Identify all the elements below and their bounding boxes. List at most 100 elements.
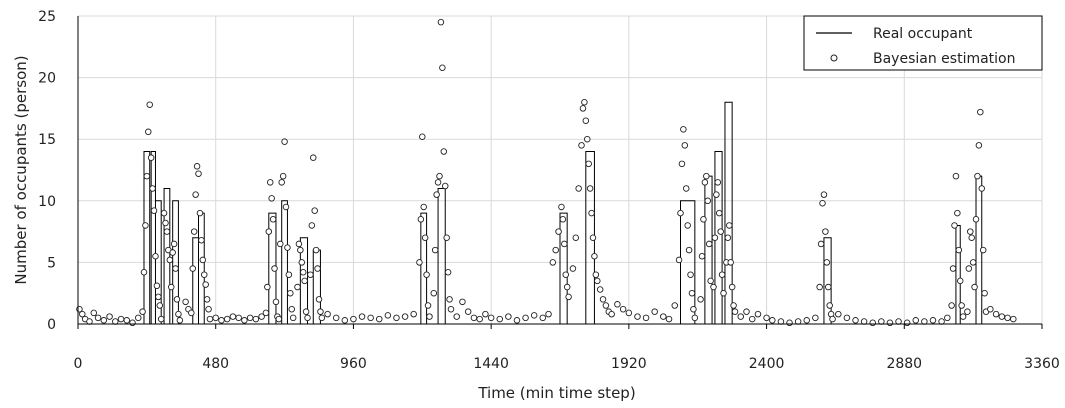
estimation-point [384, 312, 392, 319]
estimation-point [271, 265, 278, 272]
y-tick-label: 20 [38, 71, 56, 87]
estimation-point [569, 265, 577, 272]
estimation-point [173, 296, 181, 303]
estimation-point [579, 105, 587, 112]
estimation-point [981, 289, 988, 297]
estimation-point [711, 234, 719, 242]
estimation-point [218, 317, 225, 324]
estimation-point [596, 286, 604, 293]
estimation-point [142, 222, 149, 229]
legend-marker-swatch [830, 54, 838, 62]
estimation-point [318, 314, 326, 322]
estimation-point [969, 259, 977, 266]
estimation-point [312, 246, 320, 254]
estimation-point [748, 315, 756, 323]
tick-labels: 0 480 960 1440 1920 2400 2880 3360 0 5 10 15 20 25 [38, 9, 1060, 372]
estimation-point [956, 277, 964, 285]
estimation-point [112, 318, 119, 325]
estimation-point [860, 318, 868, 325]
estimation-point [563, 283, 571, 291]
estimation-point [279, 172, 287, 180]
estimation-point [703, 172, 710, 180]
estimation-point [565, 293, 572, 301]
estimation-point [162, 219, 169, 227]
estimation-point [106, 313, 113, 320]
estimation-point [589, 234, 597, 242]
estimation-point [929, 317, 937, 324]
estimation-point [743, 308, 750, 315]
estimation-point [282, 203, 290, 211]
estimation-point [424, 302, 432, 309]
estimation-point [441, 182, 449, 190]
real-occupant-series [78, 101, 1014, 325]
estimation-point [440, 148, 448, 155]
estimation-point [559, 216, 567, 223]
estimation-point [192, 191, 199, 198]
estimation-point [206, 315, 214, 323]
y-tick-label: 25 [38, 9, 56, 25]
estimation-point [431, 246, 439, 254]
estimation-point [157, 315, 165, 323]
estimation-point [367, 314, 374, 322]
estimation-point [289, 314, 297, 322]
estimation-point [129, 319, 136, 327]
estimation-point [642, 314, 650, 322]
estimation-point [79, 310, 86, 318]
estimation-point [476, 315, 483, 323]
estimation-point [205, 305, 212, 313]
estimation-point [416, 259, 423, 266]
estimation-point [175, 310, 182, 318]
estimation-point [682, 185, 690, 192]
x-axis-title: Time (min time step) [477, 384, 635, 402]
estimation-point [196, 209, 204, 217]
estimation-point [140, 269, 148, 276]
estimation-point [100, 317, 108, 324]
x-tick-label: 960 [340, 356, 367, 372]
estimation-point [513, 317, 521, 324]
estimation-point [223, 315, 231, 323]
estimation-point [324, 310, 331, 318]
estimation-point [195, 170, 202, 177]
estimation-point [825, 283, 832, 291]
estimation-point [117, 315, 125, 323]
estimation-point [430, 289, 438, 297]
x-tick-label: 1440 [473, 356, 509, 372]
estimation-point [959, 313, 967, 320]
estimation-point [285, 271, 293, 278]
estimation-point [264, 283, 271, 291]
legend-label-bayesian: Bayesian estimation [873, 51, 1016, 67]
estimation-point [145, 128, 152, 136]
estimation-point [299, 269, 307, 276]
estimation-point [688, 289, 696, 297]
estimation-point [614, 301, 621, 308]
estimation-point [530, 312, 538, 319]
x-tick-label: 480 [202, 356, 229, 372]
x-tick-label: 3360 [1024, 356, 1060, 372]
estimation-point [417, 216, 425, 223]
estimation-point [690, 305, 697, 313]
estimation-point [562, 271, 569, 278]
estimation-point [487, 314, 495, 322]
estimation-point [869, 319, 876, 327]
estimation-point [437, 18, 445, 26]
estimation-point [310, 154, 317, 161]
estimation-point [585, 160, 592, 168]
estimation-point [522, 314, 529, 322]
estimation-point [401, 313, 409, 320]
estimation-point [202, 281, 209, 288]
axes [77, 16, 1043, 329]
estimation-point [464, 308, 472, 315]
x-tick-label: 2400 [749, 356, 785, 372]
estimation-point [166, 256, 174, 264]
estimation-point [199, 256, 207, 264]
estimation-point [979, 246, 987, 254]
estimation-point [275, 315, 283, 323]
estimation-point [496, 315, 504, 323]
estimation-point [198, 236, 205, 244]
estimation-point [172, 265, 179, 272]
estimation-point [419, 133, 426, 140]
estimation-point [730, 302, 737, 309]
estimation-point [677, 209, 684, 217]
estimation-point [602, 302, 610, 309]
estimation-point [1010, 315, 1017, 323]
